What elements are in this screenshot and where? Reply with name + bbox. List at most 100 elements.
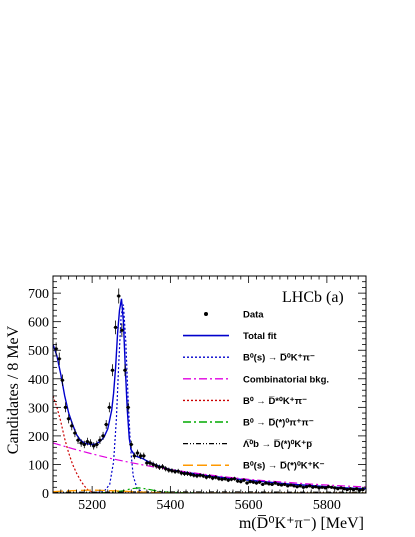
- data-point: [304, 485, 309, 489]
- data-point: [207, 474, 212, 479]
- y-tick-label: 600: [28, 316, 49, 331]
- data-point: [295, 485, 299, 489]
- data-point: [104, 422, 108, 427]
- data-point: [60, 378, 64, 382]
- data-point: [223, 477, 227, 481]
- data-point: [289, 483, 293, 487]
- data-point: [148, 461, 152, 465]
- data-point: [317, 486, 321, 490]
- data-point: [101, 434, 105, 438]
- data-point: [276, 482, 280, 487]
- data-point: [292, 484, 296, 488]
- data-point: [185, 471, 190, 476]
- data-point: [257, 480, 262, 484]
- data-point: [88, 441, 93, 445]
- data-point: [201, 474, 205, 478]
- data-point: [189, 472, 193, 477]
- y-tick-label: 300: [28, 401, 49, 416]
- x-axis-title: m(D̅⁰K⁺π⁻) [MeV]: [239, 514, 364, 532]
- y-tick-label: 100: [28, 458, 49, 473]
- data-point: [98, 438, 102, 442]
- legend-label: Λ̅⁰b → D̅(*)⁰K⁺p̅: [243, 439, 312, 450]
- y-tick-labels: 0 100 200 300 400 500 600 700: [28, 287, 49, 502]
- data-point: [82, 442, 86, 447]
- y-axis-title: Candidates / 8 MeV: [5, 325, 22, 454]
- y-tick-label: 0: [42, 487, 49, 502]
- data-point: [160, 465, 165, 469]
- data-point: [245, 481, 249, 485]
- data-point: [270, 482, 274, 487]
- data-point: [214, 475, 218, 479]
- data-point: [198, 473, 202, 477]
- legend-label: Total fit: [243, 331, 277, 342]
- data-point: [314, 485, 318, 489]
- y-tick-label: 200: [28, 430, 49, 445]
- data-point: [211, 476, 215, 480]
- data-point: [79, 441, 83, 445]
- data-point: [70, 424, 74, 428]
- experiment-label: LHCb (a): [282, 289, 344, 306]
- data-point: [176, 469, 180, 473]
- x-tick-labels: 5200 5400 5600 5800: [78, 498, 341, 513]
- data-point: [273, 481, 277, 485]
- data-point: [107, 405, 111, 409]
- data-point: [151, 462, 155, 467]
- data-point: [345, 487, 349, 492]
- data-point: [139, 454, 143, 458]
- data-point: [351, 487, 356, 492]
- data-point: [279, 483, 284, 487]
- data-point: [261, 482, 265, 487]
- data-point: [239, 479, 243, 484]
- data-point: [264, 481, 268, 485]
- data-point: [120, 328, 124, 332]
- data-point: [76, 438, 80, 442]
- data-point: [361, 487, 365, 492]
- data-point: [179, 471, 183, 475]
- x-tick-label: 5200: [78, 498, 106, 513]
- data-point: [298, 484, 302, 488]
- data-point: [192, 473, 196, 477]
- data-point: [135, 451, 140, 455]
- data-point: [154, 464, 158, 468]
- data-point: [336, 487, 340, 491]
- legend-label: B⁰(s) → D̅⁰K⁺π⁻: [243, 353, 315, 364]
- data-point: [92, 444, 96, 448]
- data-point: [132, 454, 136, 458]
- data-point: [182, 471, 187, 476]
- legend-label: Combinatorial bkg.: [243, 374, 329, 385]
- data-point: [123, 368, 127, 372]
- data-point: [232, 477, 237, 481]
- fit-curve-2: [53, 442, 366, 488]
- data-point: [229, 477, 234, 481]
- data-point: [129, 442, 133, 447]
- data-point: [164, 467, 168, 471]
- data-point: [114, 325, 118, 329]
- data-point: [286, 484, 290, 488]
- data-point: [358, 488, 362, 492]
- data-point: [320, 485, 324, 489]
- data-point: [339, 486, 343, 490]
- legend-label: B⁰(s) → D̅(*)⁰K⁺K⁻: [243, 461, 325, 472]
- data-point: [85, 440, 90, 444]
- data-point: [217, 477, 221, 481]
- data-point: [267, 482, 271, 486]
- data-point: [157, 465, 162, 469]
- data-point: [329, 485, 334, 489]
- data-point: [251, 480, 255, 484]
- data-point: [126, 405, 130, 409]
- data-point: [355, 487, 359, 491]
- data-point: [204, 475, 208, 479]
- data-point: [170, 469, 174, 473]
- axis-ticks: [52, 276, 367, 494]
- data-point: [248, 479, 252, 484]
- legend-label: Data: [243, 310, 264, 321]
- data-point: [57, 357, 61, 361]
- data-point: [326, 485, 331, 489]
- x-tick-label: 5400: [156, 498, 184, 513]
- data-point: [301, 485, 305, 489]
- data-point: [54, 347, 58, 351]
- data-points: [54, 288, 365, 492]
- data-point: [167, 468, 171, 472]
- data-point: [236, 479, 240, 483]
